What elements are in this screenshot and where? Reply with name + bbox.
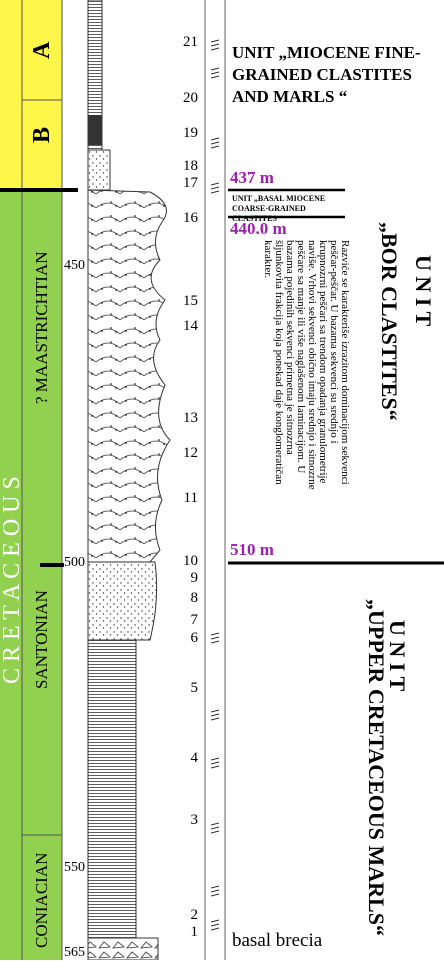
unit-name: „BOR CLASTITES“	[374, 222, 404, 562]
bed-number: 3	[172, 812, 198, 829]
depth-label: 450	[64, 258, 85, 274]
bed-number: 5	[172, 680, 198, 697]
bed-number: 6	[172, 630, 198, 647]
lithology-shale	[88, 115, 102, 145]
fossil-symbol	[211, 146, 219, 148]
fossil-symbol	[211, 191, 219, 193]
lithology-breccia	[88, 938, 158, 960]
fossil-symbols	[211, 40, 219, 930]
depth-mark: 510 m	[230, 540, 274, 560]
stage-label: ? MAASTRICHTIAN	[30, 195, 54, 460]
fossil-symbol	[211, 142, 219, 144]
fossil-symbol	[211, 48, 219, 50]
fossil-symbol	[211, 187, 219, 189]
unit-name: „UPPER CRETACEOUS MARLS“	[300, 575, 390, 960]
fossil-symbol	[211, 890, 219, 892]
basal-note: basal brecia	[232, 930, 322, 952]
bed-number: 16	[172, 210, 198, 227]
depth-mark: 440.0 m	[230, 219, 287, 239]
fossil-symbol	[211, 831, 219, 833]
fossil-symbol	[211, 633, 219, 635]
fossil-symbol	[211, 762, 219, 764]
fossil-symbol	[211, 823, 219, 825]
fossil-symbol	[211, 920, 219, 922]
fossil-symbol	[211, 44, 219, 46]
bed-number: 11	[172, 490, 198, 507]
lithology-marl	[88, 640, 136, 938]
bed-number: 19	[172, 125, 198, 142]
bed-number: 2	[172, 907, 198, 924]
bed-number: 1	[172, 924, 198, 941]
depth-mark: 437 m	[230, 168, 274, 188]
depth-label: 550	[64, 860, 85, 876]
stage-label: SANTONIAN	[30, 570, 54, 710]
lithology-sand	[88, 150, 110, 190]
fossil-symbol	[211, 924, 219, 926]
fossil-symbol	[211, 72, 219, 74]
fossil-symbol	[211, 138, 219, 140]
unit-description: Razviće se karakteriše izrazitom dominac…	[240, 240, 350, 490]
stage-label: CONIACIAN	[30, 840, 54, 960]
fossil-symbol	[211, 76, 219, 78]
system-label: C R E T A C E O U S	[2, 200, 22, 960]
fossil-symbol	[211, 40, 219, 42]
bed-number: 13	[172, 410, 198, 427]
bed-number: 21	[172, 34, 198, 51]
bed-number: 9	[172, 570, 198, 587]
unit-title: U N I T	[408, 255, 438, 555]
fossil-symbol	[211, 637, 219, 639]
fossil-symbol	[211, 714, 219, 716]
bed-number: 7	[172, 612, 198, 629]
fossil-symbol	[211, 718, 219, 720]
fossil-symbol	[211, 710, 219, 712]
fossil-symbol	[211, 766, 219, 768]
lithology-sandstone	[88, 190, 170, 562]
bed-number: 18	[172, 158, 198, 175]
fossil-symbol	[211, 894, 219, 896]
unit-title: UNIT „MIOCENE FINE-GRAINED CLASTITES AND…	[232, 42, 442, 108]
bed-number: 4	[172, 750, 198, 767]
fossil-symbol	[211, 68, 219, 70]
fossil-symbol	[211, 641, 219, 643]
page: C R E T A C E O U S A B ? MAASTRICHTIAN …	[0, 0, 444, 960]
bed-number: 15	[172, 293, 198, 310]
bed-number: 14	[172, 318, 198, 335]
lithology-sand	[88, 562, 157, 640]
depth-label: 565	[64, 945, 85, 961]
fossil-symbol	[211, 758, 219, 760]
zone-label: A	[27, 20, 57, 80]
fossil-symbol	[211, 928, 219, 930]
bed-number: 20	[172, 90, 198, 107]
fossil-symbol	[211, 886, 219, 888]
bed-number: 8	[172, 590, 198, 607]
bed-number: 17	[172, 175, 198, 192]
depth-label: 500	[64, 555, 85, 571]
bed-number: 12	[172, 445, 198, 462]
bed-number: 10	[172, 553, 198, 570]
fossil-symbol	[211, 183, 219, 185]
zone-label: B	[27, 105, 57, 165]
fossil-symbol	[211, 827, 219, 829]
